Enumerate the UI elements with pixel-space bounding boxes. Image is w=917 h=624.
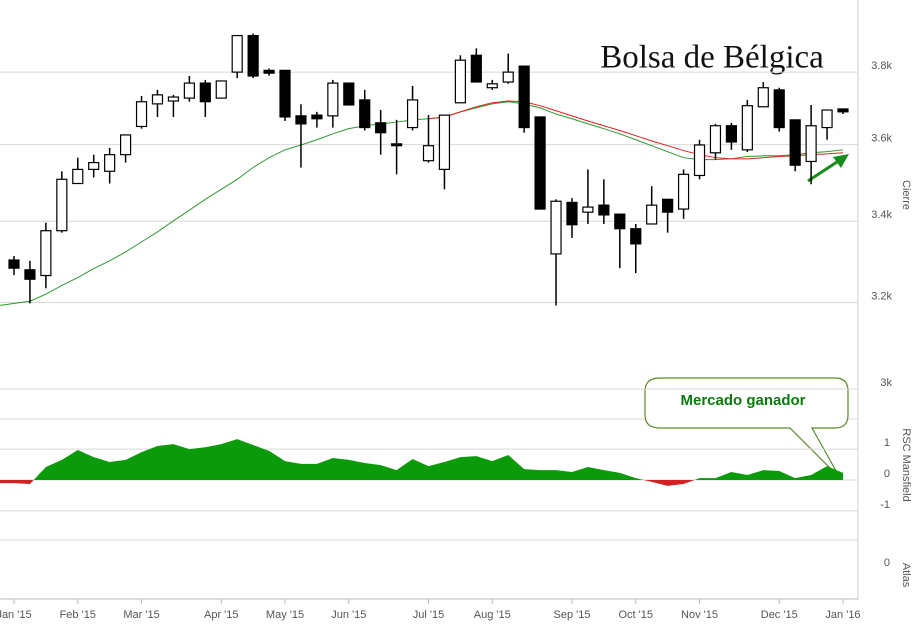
candle-body xyxy=(199,82,211,103)
y-tick-label: 3.2k xyxy=(871,290,892,302)
candle-body xyxy=(215,80,227,99)
x-tick-label: Dec '15 xyxy=(761,609,798,621)
candle-body xyxy=(104,154,116,172)
candle-body xyxy=(837,108,849,113)
candle-body xyxy=(566,201,578,226)
candle-body xyxy=(693,144,706,177)
x-tick-label: Feb '15 xyxy=(60,609,96,621)
candle-body xyxy=(359,99,371,129)
y-tick-label: 3.8k xyxy=(871,60,892,72)
candle-body xyxy=(40,230,52,277)
chart-title: Bolsa de Bélgica xyxy=(600,40,824,76)
x-tick-label: Jul '15 xyxy=(413,609,444,621)
x-tick-label: Apr '15 xyxy=(204,609,239,621)
x-tick-label: Sep '15 xyxy=(553,609,590,621)
callout: Mercado ganador xyxy=(644,377,849,479)
atlas-axis-label: Atlas xyxy=(900,563,912,588)
candle-body xyxy=(56,178,68,232)
candle-body xyxy=(773,89,785,129)
rsc-axis-label: RSC Mansfield xyxy=(900,428,912,501)
y-tick-label: 3.4k xyxy=(871,209,892,221)
candle-body xyxy=(630,228,642,245)
x-tick-label: Aug '15 xyxy=(474,609,511,621)
candle-body xyxy=(662,198,674,213)
candle-body xyxy=(151,94,164,105)
candle-body xyxy=(550,200,562,255)
candle-body xyxy=(470,54,482,83)
candle-body xyxy=(8,259,20,269)
candle-body xyxy=(454,59,466,104)
y-tick-label: 3.6k xyxy=(871,132,892,144)
candle-body xyxy=(502,71,514,83)
candle-body xyxy=(438,114,451,170)
candle-body xyxy=(135,101,148,128)
candle-body xyxy=(375,122,387,134)
candle-body xyxy=(757,87,769,108)
annotation: Mercado ganador xyxy=(680,392,805,409)
x-tick-label: Jun '15 xyxy=(331,609,366,621)
candle-body xyxy=(486,83,498,89)
moving-average xyxy=(428,100,844,160)
candle-body xyxy=(534,116,546,210)
candle-body xyxy=(741,105,753,151)
candle-body xyxy=(119,134,132,156)
candle-body xyxy=(646,204,658,225)
candle-body xyxy=(343,82,355,106)
candle-body xyxy=(677,173,690,210)
candle-body xyxy=(422,145,435,162)
callout-box xyxy=(644,377,849,479)
candle-body xyxy=(821,109,833,129)
rsc-tick-label: 0 xyxy=(884,468,890,480)
x-tick-label: Oct '15 xyxy=(618,609,653,621)
x-tick-label: Nov '15 xyxy=(681,609,718,621)
trend-arrow xyxy=(807,154,849,183)
candle-body xyxy=(263,69,275,74)
atlas-tick-label: 0 xyxy=(884,557,890,569)
candle-body xyxy=(709,125,722,154)
candle-body xyxy=(725,125,738,143)
candle-body xyxy=(295,115,307,125)
x-tick-label: Jan '16 xyxy=(825,609,860,621)
candle-body xyxy=(88,161,100,170)
arrow-head xyxy=(833,154,849,168)
candle-body xyxy=(327,82,339,117)
rsc-tick-label: 1 xyxy=(884,437,890,449)
candle-body xyxy=(406,99,419,129)
candle-body xyxy=(24,269,36,280)
candle-body xyxy=(391,143,403,147)
rsc-tick-label: -1 xyxy=(880,499,890,511)
y-axis-label: Cierre xyxy=(900,180,912,210)
candle-body xyxy=(167,96,180,102)
candle-body xyxy=(231,34,243,73)
arrow-shaft xyxy=(807,158,841,183)
candle-body xyxy=(183,82,195,99)
candle-body xyxy=(247,34,259,77)
candle-body xyxy=(279,69,291,118)
candle-body xyxy=(598,204,610,216)
candle-body xyxy=(614,213,626,230)
candle-body xyxy=(311,114,323,120)
rsc-area-positive xyxy=(0,439,843,480)
y-tick-label: 3k xyxy=(880,377,892,389)
candle-body xyxy=(518,65,530,129)
x-tick-label: May '15 xyxy=(266,609,304,621)
candle-body xyxy=(72,168,84,185)
rsc-area-negative xyxy=(0,480,843,486)
candle-body xyxy=(789,119,801,166)
candle-body xyxy=(805,125,817,163)
x-tick-label: Mar '15 xyxy=(123,609,159,621)
x-tick-label: Jan '15 xyxy=(0,609,32,621)
candle-body xyxy=(582,206,594,213)
